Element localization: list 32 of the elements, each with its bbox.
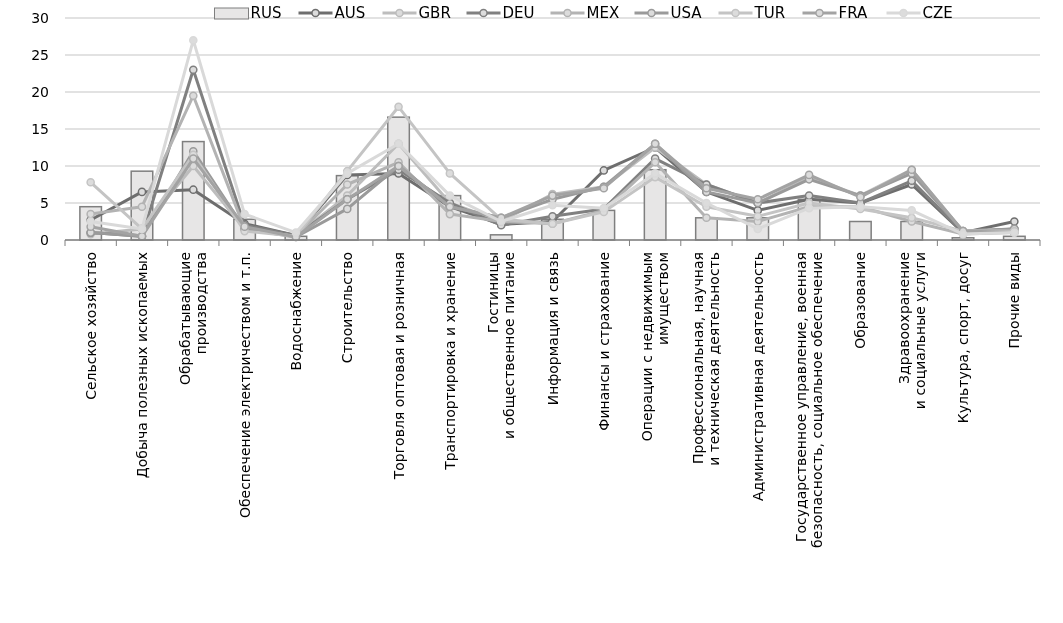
x-tick-label: Транспортировка и хранение [441, 252, 458, 471]
x-tick-label: Административная деятельность [749, 252, 766, 502]
x-tick-label: Добыча полезных ископаемых [133, 252, 150, 479]
legend-label: CZE [922, 4, 953, 23]
legend-label: DEU [502, 4, 535, 23]
x-tick-label: Культура, спорт, досуг [955, 252, 972, 424]
legend-label: USA [670, 4, 703, 23]
x-tick-label: Гостиницы и общественное питание [485, 252, 518, 440]
legend-label: MEX [586, 4, 620, 23]
y-tick-label: 10 [31, 157, 49, 174]
x-tick-label: Информация и связь [544, 252, 561, 406]
x-tick-label: Торговля оптовая и розничная [390, 252, 407, 481]
x-tick-label: Водоснабжение [287, 252, 304, 371]
x-tick-label: Обрабатывающие производства [177, 252, 210, 386]
legend-label: AUS [334, 4, 366, 23]
y-tick-label: 5 [40, 194, 49, 211]
x-tick-label: Финансы и страхование [595, 252, 612, 431]
x-tick-label: Строительство [339, 252, 356, 364]
x-tick-label: Операции с недвижимым имуществом [639, 252, 672, 442]
y-tick-label: 20 [31, 83, 49, 100]
x-tick-label: Прочие виды [1006, 252, 1023, 349]
y-tick-label: 0 [40, 231, 49, 248]
x-tick-label: Обеспечение электричеством и т.п. [236, 252, 253, 519]
legend-label: TUR [753, 4, 786, 23]
x-tick-label: Образование [852, 252, 869, 349]
y-tick-label: 25 [31, 46, 49, 63]
x-tick-label: Сельское хозяйство [82, 252, 99, 400]
legend-label: GBR [418, 4, 451, 23]
y-tick-label: 30 [31, 9, 49, 26]
y-tick-label: 15 [31, 120, 49, 137]
legend-label: RUS [250, 4, 282, 23]
legend-label: FRA [838, 4, 868, 23]
